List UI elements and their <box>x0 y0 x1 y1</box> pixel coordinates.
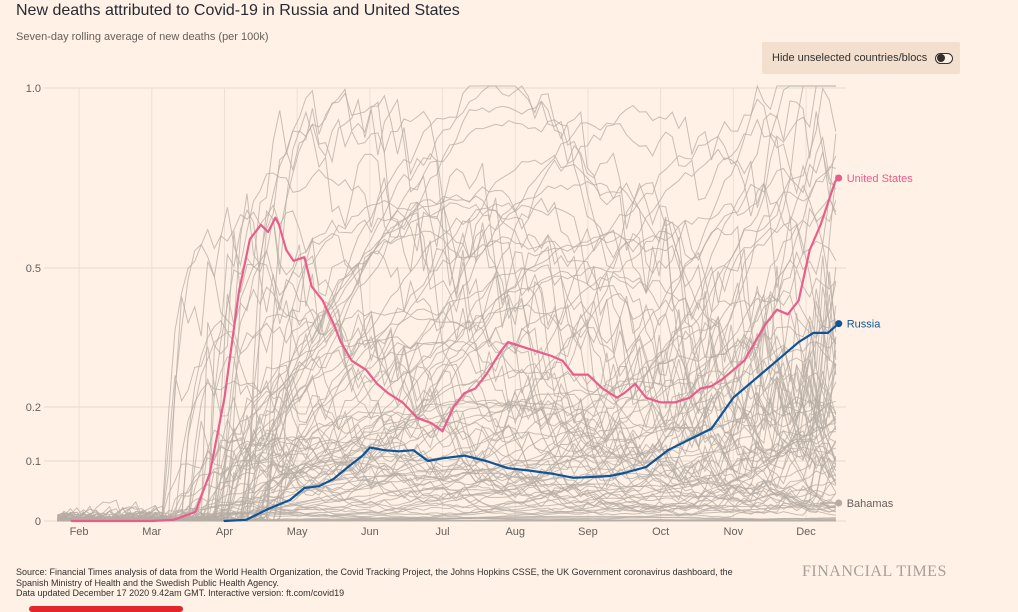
country-line <box>57 472 837 522</box>
ft-logo: FINANCIAL TIMES <box>802 563 947 580</box>
y-tick-label: 0.5 <box>26 263 41 275</box>
united-states-end-marker <box>835 174 843 182</box>
highlighted-series: United States Russia Bahamas <box>70 173 914 523</box>
country-line <box>57 186 837 522</box>
y-tick-label: 0 <box>35 516 41 528</box>
bahamas-label: Bahamas <box>847 498 894 510</box>
x-tick-label: Aug <box>505 526 525 538</box>
country-line <box>57 197 837 523</box>
other-countries-lines <box>56 84 837 523</box>
toggle-knob <box>936 54 945 62</box>
country-line <box>57 462 836 522</box>
russia-line <box>223 322 840 523</box>
source-line-3: Data updated December 17 2020 9.42am GMT… <box>16 588 345 598</box>
y-tick-label: 0.2 <box>26 402 41 414</box>
toggle-switch-icon[interactable] <box>935 52 954 64</box>
russia-label: Russia <box>847 319 882 331</box>
country-line <box>56 85 836 522</box>
source-line-1: Source: Financial Times analysis of data… <box>16 567 733 577</box>
y-tick-label: 1.0 <box>26 83 41 95</box>
country-line <box>57 414 837 522</box>
country-line <box>57 504 836 522</box>
country-line <box>57 195 837 522</box>
hide-unselected-toggle[interactable]: Hide unselected countries/blocs <box>762 42 960 74</box>
country-line <box>57 304 837 522</box>
x-tick-label: Jul <box>436 526 450 538</box>
country-line <box>57 282 837 522</box>
x-tick-label: Feb <box>70 526 89 538</box>
axis-ticks: 0 0.1 0.2 0.5 1.0 Feb Mar Apr May Jun Jul Aug Sep Oct… <box>26 83 817 538</box>
x-tick-label: Mar <box>142 526 161 538</box>
hide-unselected-label: Hide unselected countries/blocs <box>772 52 928 64</box>
chart-subtitle: Seven-day rolling average of new deaths … <box>16 31 269 43</box>
x-tick-label: Apr <box>216 526 233 538</box>
x-tick-label: Dec <box>796 526 816 538</box>
chart-title: New deaths attributed to Covid-19 in Rus… <box>16 2 460 19</box>
united-states-label: United States <box>847 173 914 185</box>
x-tick-label: Sep <box>578 526 598 538</box>
source-line-2: Spanish Ministry of Health and the Swedi… <box>16 577 279 588</box>
country-line <box>57 417 837 522</box>
united-states-line <box>70 176 840 523</box>
x-tick-label: Jun <box>361 526 379 538</box>
country-line <box>56 181 837 522</box>
x-tick-label: May <box>287 526 308 538</box>
source-note: Source: Financial Times analysis of data… <box>16 567 796 599</box>
line-chart: 0 0.1 0.2 0.5 1.0 Feb Mar Apr May Jun Jul Aug Sep Oct… <box>26 83 914 538</box>
country-line <box>56 87 837 522</box>
x-tick-label: Nov <box>724 526 744 538</box>
x-tick-label: Oct <box>652 526 669 538</box>
russia-end-marker <box>835 320 843 328</box>
y-tick-label: 0.1 <box>26 456 41 468</box>
scroll-indicator <box>29 606 183 612</box>
bahamas-end-marker <box>835 499 843 507</box>
